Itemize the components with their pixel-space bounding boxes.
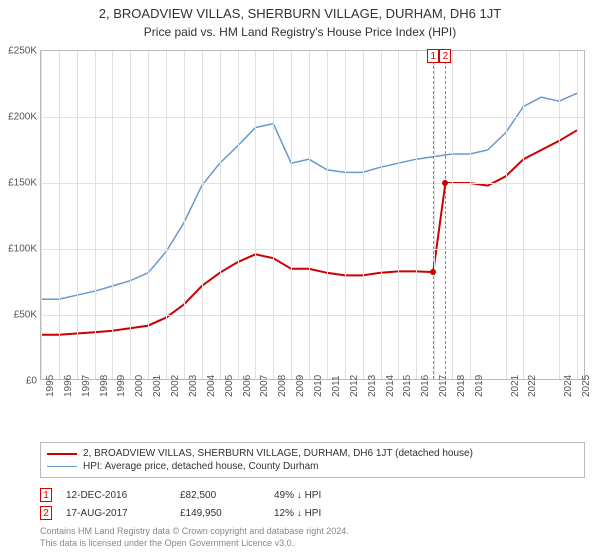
chart-title: 2, BROADVIEW VILLAS, SHERBURN VILLAGE, D… bbox=[0, 0, 600, 23]
event-marker-icon: 1 bbox=[40, 488, 52, 502]
chart-marker-dot bbox=[442, 180, 448, 186]
legend-item: HPI: Average price, detached house, Coun… bbox=[47, 460, 578, 473]
y-axis-label: £250K bbox=[1, 46, 37, 57]
x-axis-label: 1996 bbox=[63, 375, 74, 397]
event-date: 17-AUG-2017 bbox=[66, 508, 166, 519]
x-axis-label: 2019 bbox=[474, 375, 485, 397]
footer-text: Contains HM Land Registry data © Crown c… bbox=[40, 526, 585, 549]
x-axis-label: 1998 bbox=[99, 375, 110, 397]
x-axis-label: 2002 bbox=[170, 375, 181, 397]
chart-subtitle: Price paid vs. HM Land Registry's House … bbox=[0, 23, 600, 39]
legend-swatch bbox=[47, 453, 77, 455]
y-axis-label: £200K bbox=[1, 112, 37, 123]
event-marker-icon: 2 bbox=[40, 506, 52, 520]
event-row: 1 12-DEC-2016 £82,500 49% ↓ HPI bbox=[40, 486, 585, 504]
x-axis-label: 2014 bbox=[385, 375, 396, 397]
x-axis-label: 1999 bbox=[116, 375, 127, 397]
x-axis-label: 2007 bbox=[259, 375, 270, 397]
y-axis-label: £0 bbox=[1, 376, 37, 387]
x-axis-label: 2022 bbox=[527, 375, 538, 397]
legend-item: 2, BROADVIEW VILLAS, SHERBURN VILLAGE, D… bbox=[47, 447, 578, 460]
x-axis-label: 2009 bbox=[295, 375, 306, 397]
line-svg bbox=[41, 51, 586, 381]
x-axis-label: 1995 bbox=[45, 375, 56, 397]
x-axis-label: 2024 bbox=[563, 375, 574, 397]
x-axis-label: 2001 bbox=[152, 375, 163, 397]
x-axis-label: 2013 bbox=[367, 375, 378, 397]
legend-swatch bbox=[47, 466, 77, 467]
event-hpi: 12% ↓ HPI bbox=[274, 508, 374, 519]
x-axis-label: 2012 bbox=[349, 375, 360, 397]
chart-marker-box: 1 bbox=[427, 49, 439, 63]
event-price: £149,950 bbox=[180, 508, 260, 519]
events-table: 1 12-DEC-2016 £82,500 49% ↓ HPI 2 17-AUG… bbox=[40, 486, 585, 522]
y-axis-label: £50K bbox=[1, 310, 37, 321]
x-axis-label: 2015 bbox=[402, 375, 413, 397]
legend-label: HPI: Average price, detached house, Coun… bbox=[83, 461, 319, 472]
footer-line: This data is licensed under the Open Gov… bbox=[40, 538, 585, 550]
plot-area: £0£50K£100K£150K£200K£250K19951996199719… bbox=[40, 50, 585, 380]
x-axis-label: 2010 bbox=[313, 375, 324, 397]
x-axis-label: 1997 bbox=[81, 375, 92, 397]
footer-line: Contains HM Land Registry data © Crown c… bbox=[40, 526, 585, 538]
y-axis-label: £100K bbox=[1, 244, 37, 255]
x-axis-label: 2011 bbox=[331, 375, 342, 397]
x-axis-label: 2005 bbox=[224, 375, 235, 397]
chart-container: 2, BROADVIEW VILLAS, SHERBURN VILLAGE, D… bbox=[0, 0, 600, 560]
x-axis-label: 2025 bbox=[581, 375, 592, 397]
legend-box: 2, BROADVIEW VILLAS, SHERBURN VILLAGE, D… bbox=[40, 442, 585, 478]
x-axis-label: 2000 bbox=[134, 375, 145, 397]
event-hpi: 49% ↓ HPI bbox=[274, 490, 374, 501]
chart-area: £0£50K£100K£150K£200K£250K19951996199719… bbox=[40, 50, 585, 405]
legend-label: 2, BROADVIEW VILLAS, SHERBURN VILLAGE, D… bbox=[83, 448, 473, 459]
event-price: £82,500 bbox=[180, 490, 260, 501]
y-axis-label: £150K bbox=[1, 178, 37, 189]
event-date: 12-DEC-2016 bbox=[66, 490, 166, 501]
x-axis-label: 2004 bbox=[206, 375, 217, 397]
x-axis-label: 2017 bbox=[438, 375, 449, 397]
chart-marker-box: 2 bbox=[439, 49, 451, 63]
x-axis-label: 2003 bbox=[188, 375, 199, 397]
x-axis-label: 2008 bbox=[277, 375, 288, 397]
x-axis-label: 2006 bbox=[242, 375, 253, 397]
x-axis-label: 2016 bbox=[420, 375, 431, 397]
chart-marker-dot bbox=[430, 269, 436, 275]
x-axis-label: 2018 bbox=[456, 375, 467, 397]
x-axis-label: 2021 bbox=[510, 375, 521, 397]
event-row: 2 17-AUG-2017 £149,950 12% ↓ HPI bbox=[40, 504, 585, 522]
